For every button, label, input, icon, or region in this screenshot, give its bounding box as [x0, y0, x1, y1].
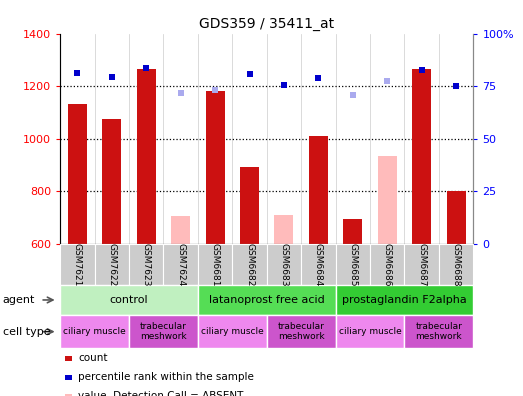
Text: GSM6683: GSM6683: [279, 243, 289, 286]
Bar: [68, 105, 87, 244]
Text: latanoprost free acid: latanoprost free acid: [209, 295, 325, 305]
Title: GDS359 / 35411_at: GDS359 / 35411_at: [199, 17, 334, 31]
Text: ciliary muscle: ciliary muscle: [63, 327, 126, 336]
Text: trabecular
meshwork: trabecular meshwork: [140, 322, 187, 341]
Text: ciliary muscle: ciliary muscle: [339, 327, 401, 336]
Bar: [412, 69, 431, 244]
Text: cell type: cell type: [3, 327, 50, 337]
Bar: [275, 215, 293, 244]
Text: trabecular
meshwork: trabecular meshwork: [415, 322, 462, 341]
Text: GSM7624: GSM7624: [176, 243, 185, 286]
Text: GSM6686: GSM6686: [383, 243, 392, 286]
Text: GSM7621: GSM7621: [73, 243, 82, 286]
Text: count: count: [78, 353, 108, 364]
Text: prostaglandin F2alpha: prostaglandin F2alpha: [342, 295, 467, 305]
Bar: [447, 191, 465, 244]
Text: GSM7623: GSM7623: [142, 243, 151, 286]
Text: GSM6685: GSM6685: [348, 243, 357, 286]
Bar: [103, 119, 121, 244]
Text: trabecular
meshwork: trabecular meshwork: [278, 322, 325, 341]
Text: GSM7622: GSM7622: [107, 243, 116, 286]
Text: GSM6681: GSM6681: [211, 243, 220, 286]
Text: control: control: [110, 295, 149, 305]
Bar: [309, 136, 328, 244]
Bar: [343, 219, 362, 244]
Text: agent: agent: [3, 295, 35, 305]
Bar: [137, 69, 156, 244]
Text: ciliary muscle: ciliary muscle: [201, 327, 264, 336]
Text: value, Detection Call = ABSENT: value, Detection Call = ABSENT: [78, 391, 244, 396]
Text: GSM6688: GSM6688: [451, 243, 461, 286]
Text: GSM6687: GSM6687: [417, 243, 426, 286]
Bar: [171, 216, 190, 244]
Text: percentile rank within the sample: percentile rank within the sample: [78, 372, 254, 383]
Text: GSM6684: GSM6684: [314, 243, 323, 286]
Bar: [206, 91, 224, 244]
Bar: [378, 156, 397, 244]
Text: GSM6682: GSM6682: [245, 243, 254, 286]
Bar: [240, 168, 259, 244]
